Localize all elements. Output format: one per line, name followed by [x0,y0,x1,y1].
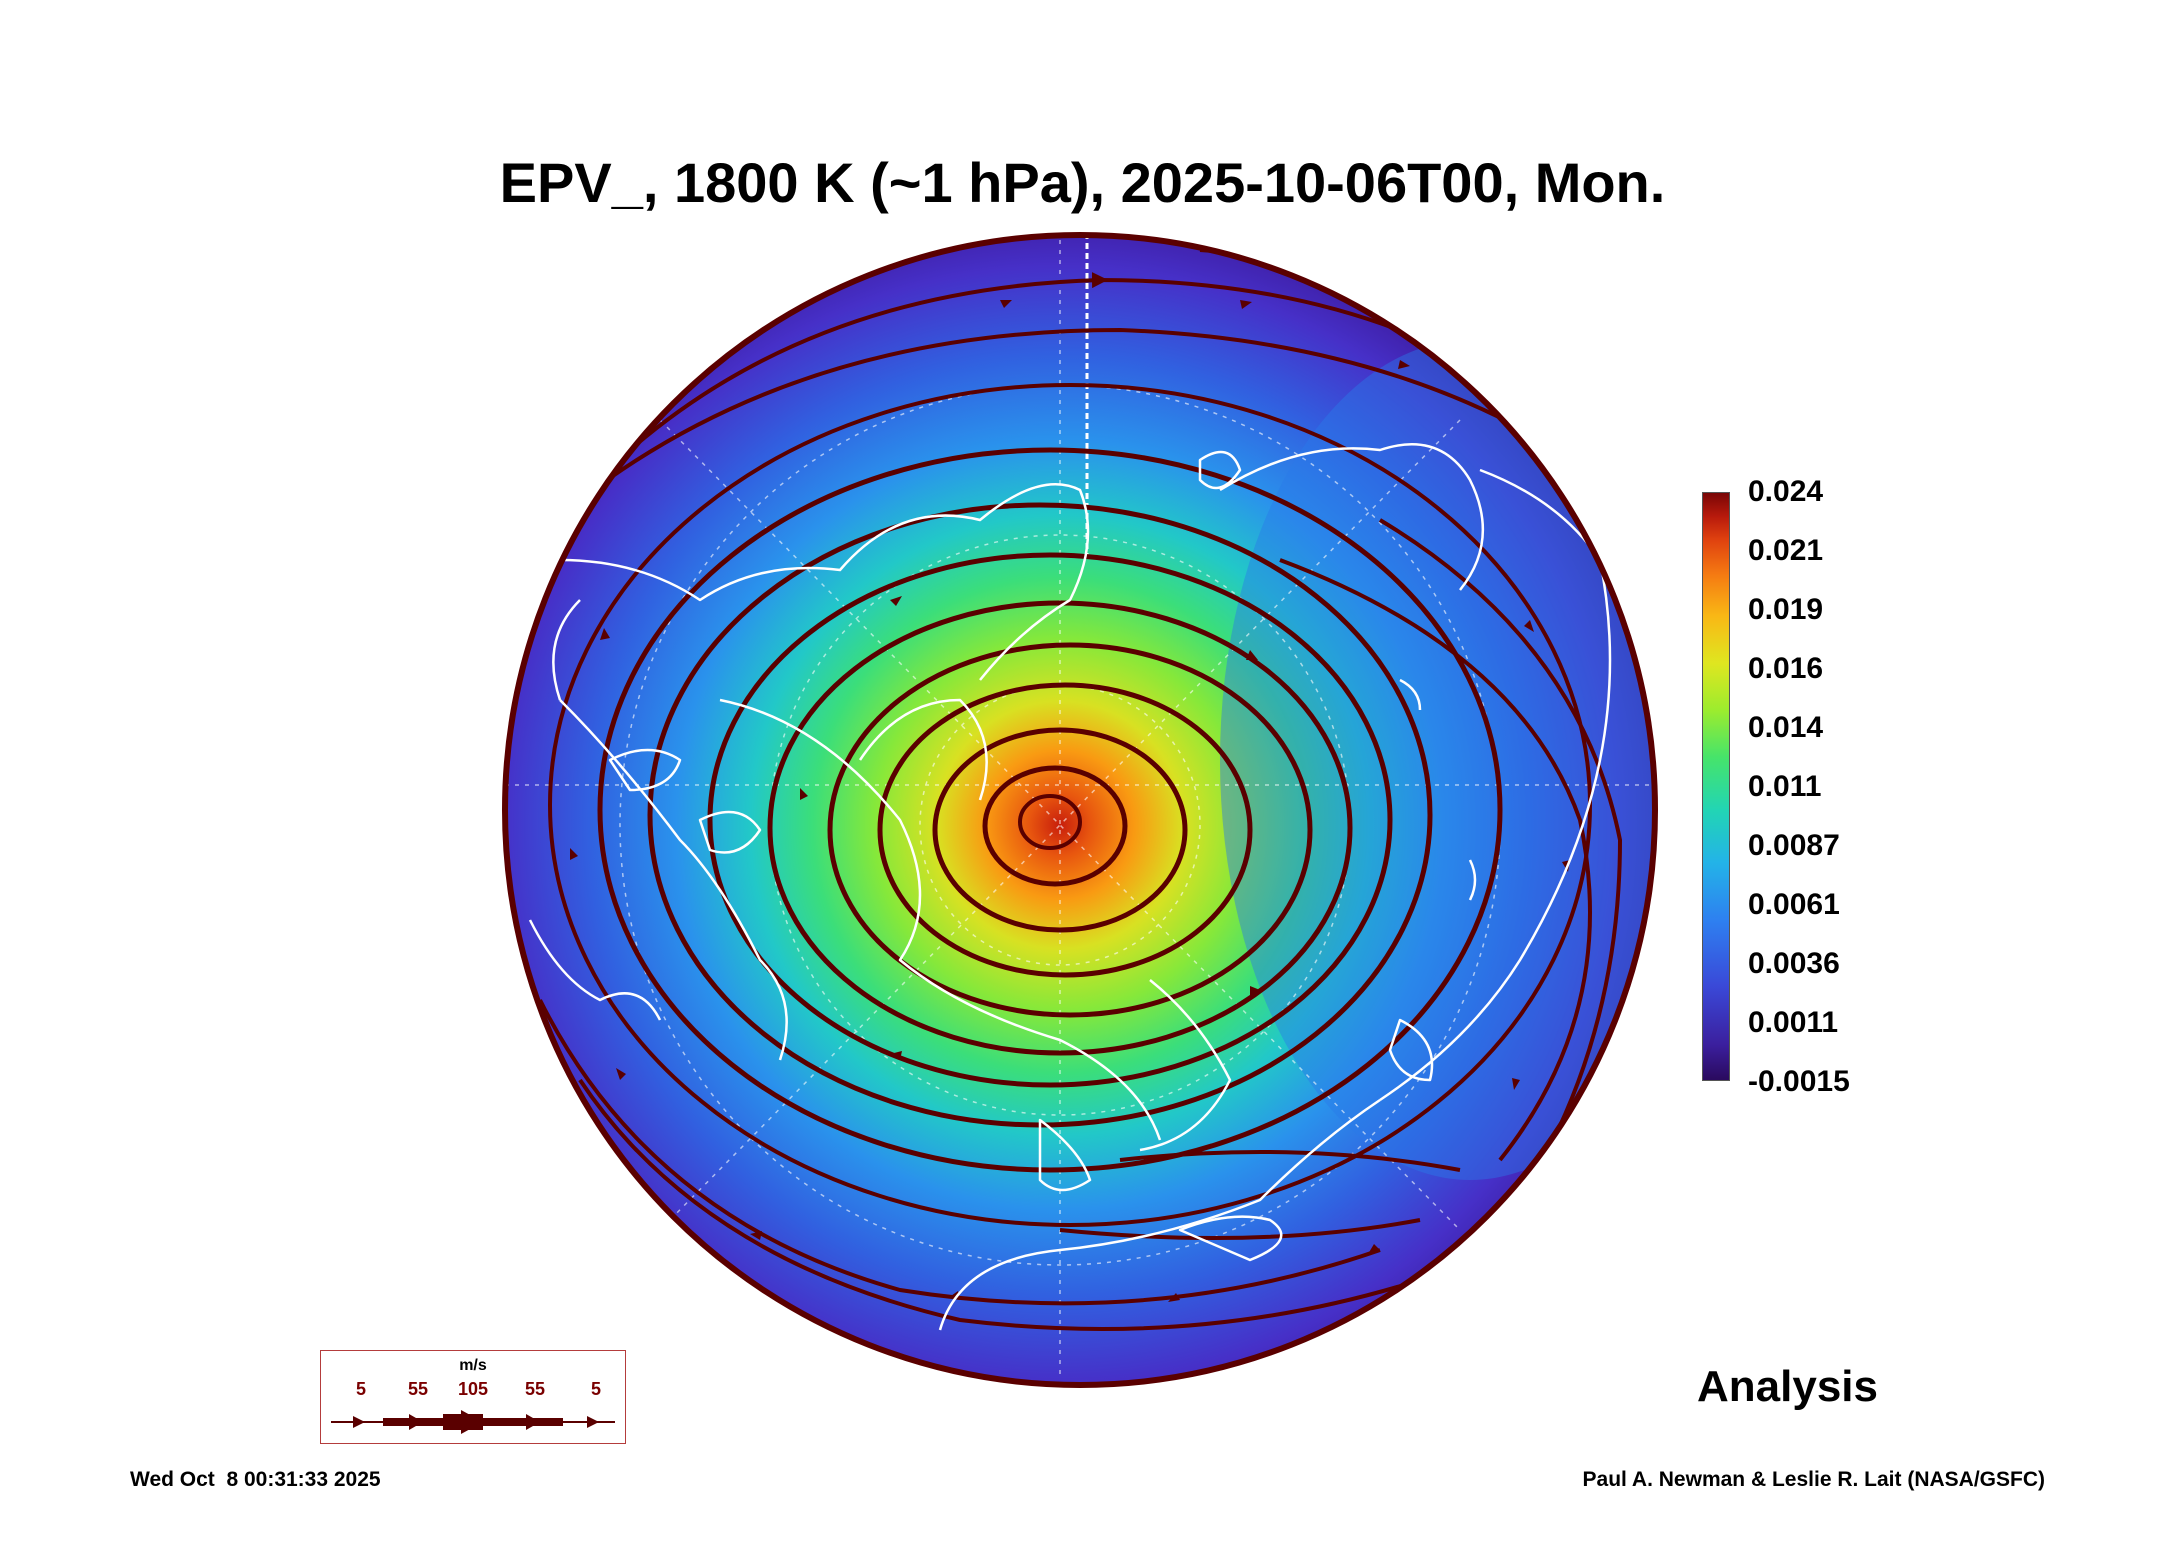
colorbar-label: 0.019 [1748,593,1824,626]
colorbar-label: 0.0011 [1748,1006,1839,1039]
colorbar [1702,492,1730,1081]
credit: Paul A. Newman & Leslie R. Lait (NASA/GS… [1582,1468,2045,1491]
wind-legend-value: 105 [457,1379,489,1399]
timestamp: Wed Oct 8 00:31:33 2025 [130,1468,381,1491]
colorbar-label: -0.0015 [1748,1065,1850,1098]
colorbar-label: 0.0061 [1748,888,1840,921]
wind-legend-value: 5 [355,1379,367,1399]
colorbar-label: 0.024 [1748,475,1824,508]
colorbar-label: 0.014 [1748,711,1824,744]
wind-legend: m/s 5 55 105 55 5 [320,1350,626,1444]
colorbar-label: 0.0087 [1748,829,1840,862]
wind-legend-unit: m/s [459,1357,487,1374]
colorbar-label: 0.011 [1748,770,1822,803]
analysis-stamp: Analysis [1697,1362,1878,1411]
disk-edge [502,232,1658,1388]
colorbar-label: 0.021 [1748,534,1824,567]
wind-legend-value: 5 [590,1379,602,1399]
plot-title: EPV_, 1800 K (~1 hPa), 2025-10-06T00, Mo… [499,151,1666,214]
colorbar-label: 0.016 [1748,652,1824,685]
colorbar-labels: 0.024 0.021 0.019 0.016 0.014 0.011 0.00… [1748,472,1948,1104]
coastlines [528,443,1612,1331]
epv-low-region [1220,340,1655,1180]
wind-legend-value: 55 [524,1379,546,1399]
colorbar-label: 0.0036 [1748,947,1840,980]
wind-legend-bar [331,1410,615,1434]
wind-legend-value: 55 [407,1379,429,1399]
